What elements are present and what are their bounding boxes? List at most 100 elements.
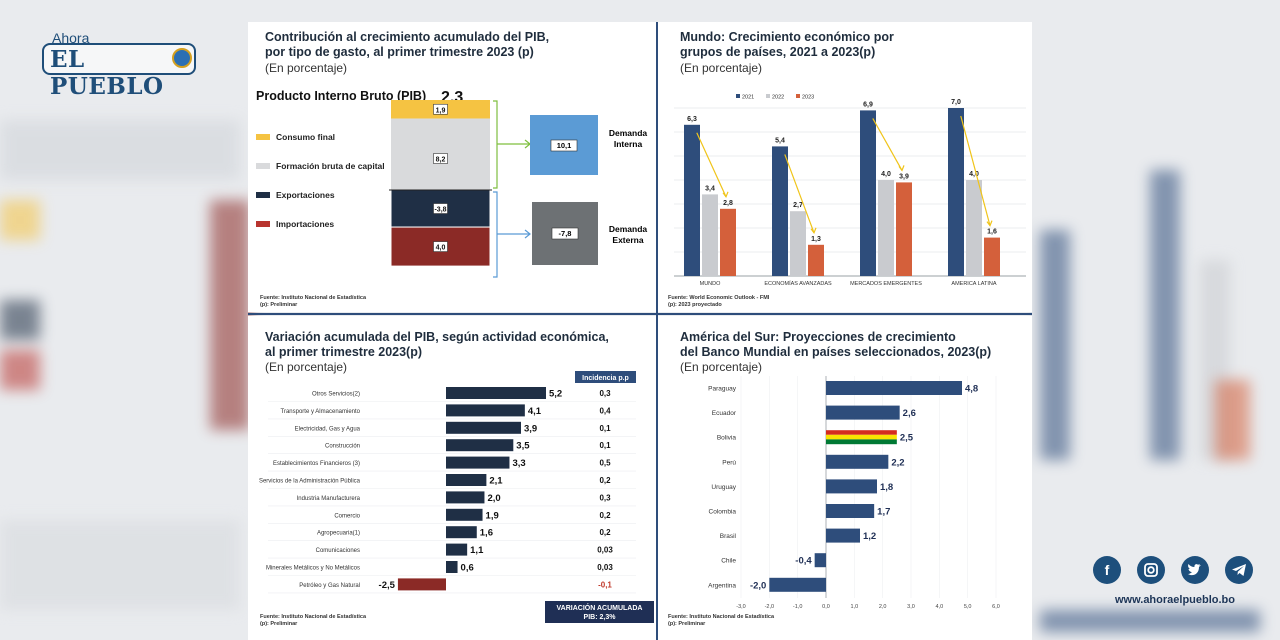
chart4-title: América del Sur: Proyecciones de crecimi… bbox=[680, 330, 956, 344]
panel-world-growth: Mundo: Crecimiento económico por grupos … bbox=[658, 22, 1032, 312]
chart4-source-2: (p): Preliminar bbox=[668, 621, 706, 627]
incidencia-value: 0,03 bbox=[597, 563, 613, 572]
legend-swatch bbox=[796, 94, 800, 98]
category-label: AMERICA LATINA bbox=[951, 281, 996, 287]
facebook-icon[interactable]: f bbox=[1093, 556, 1121, 584]
di-value: 10,1 bbox=[557, 141, 572, 150]
chart2-subtitle: (En porcentaje) bbox=[680, 61, 763, 75]
panel-activity-variation: Variación acumulada del PIB, según activ… bbox=[248, 316, 656, 640]
bar-value: 2,6 bbox=[903, 408, 916, 419]
category-label: MERCADOS EMERGENTES bbox=[850, 281, 922, 287]
incidencia-value: 0,3 bbox=[599, 493, 611, 502]
bar bbox=[397, 578, 446, 591]
country-label: Brasil bbox=[720, 533, 737, 540]
chart2-source: Fuente: World Economic Outlook - FMI bbox=[668, 295, 770, 301]
country-label: Perú bbox=[722, 459, 736, 466]
legend-swatch bbox=[256, 163, 270, 169]
bracket-external bbox=[493, 191, 530, 278]
bar-value: 4,0 bbox=[881, 171, 891, 178]
variacion-value: PIB: 2,3% bbox=[584, 614, 617, 621]
bar bbox=[769, 577, 826, 592]
bar-value: 2,0 bbox=[487, 493, 500, 504]
category-label: Industria Manufacturera bbox=[297, 496, 361, 502]
twitter-icon[interactable] bbox=[1181, 556, 1209, 584]
chart4-title-2: del Banco Mundial en países seleccionado… bbox=[680, 345, 992, 359]
chart2-source-2: (p): 2023 proyectado bbox=[668, 302, 722, 308]
chart3-source: Fuente: Instituto Nacional de Estadístic… bbox=[260, 614, 367, 620]
trend-arrow bbox=[784, 154, 815, 234]
bar-value: 2,8 bbox=[723, 200, 733, 207]
bar bbox=[446, 526, 477, 539]
bolivia-flag-yellow bbox=[826, 434, 897, 440]
bar bbox=[702, 194, 718, 276]
x-tick-label: -3,0 bbox=[736, 604, 745, 610]
chart2-title-2: grupos de países, 2021 a 2023(p) bbox=[680, 45, 876, 59]
instagram-icon[interactable] bbox=[1137, 556, 1165, 584]
legend-label: Importaciones bbox=[276, 219, 334, 229]
bar-value: 4,1 bbox=[528, 406, 542, 417]
pib-header: Producto Interno Bruto (PIB) bbox=[256, 89, 426, 103]
telegram-icon[interactable] bbox=[1225, 556, 1253, 584]
incidencia-value: 0,1 bbox=[599, 424, 611, 433]
bar-value: 1,6 bbox=[987, 229, 997, 236]
bar-value: 2,1 bbox=[489, 476, 503, 487]
category-label: Comunicaciones bbox=[316, 548, 360, 554]
bar-value: 2,2 bbox=[891, 457, 904, 468]
category-label: MUNDO bbox=[700, 281, 721, 287]
bar-value: 5,2 bbox=[549, 389, 562, 400]
logo-seal-icon bbox=[172, 48, 192, 68]
variacion-box bbox=[545, 601, 654, 623]
bar bbox=[446, 561, 458, 573]
incidencia-value: 0,2 bbox=[599, 476, 611, 485]
country-label: Uruguay bbox=[711, 484, 736, 491]
legend-label: Exportaciones bbox=[276, 190, 335, 200]
bar bbox=[808, 244, 824, 276]
legend-swatch bbox=[766, 94, 770, 98]
bar bbox=[720, 208, 736, 276]
incidencia-value: 0,03 bbox=[597, 546, 613, 555]
chart4-source: Fuente: Instituto Nacional de Estadístic… bbox=[668, 614, 775, 620]
legend-label: Consumo final bbox=[276, 132, 335, 142]
bar-value: 2,5 bbox=[900, 433, 914, 444]
site-url[interactable]: www.ahoraelpueblo.bo bbox=[1115, 594, 1235, 606]
logo-name: EL PUEBLO bbox=[50, 46, 164, 100]
bar bbox=[826, 381, 962, 395]
di-label: Demanda bbox=[609, 128, 648, 138]
trend-arrowhead bbox=[722, 191, 729, 199]
trend-arrowhead bbox=[898, 165, 905, 172]
de-value-box bbox=[551, 227, 579, 240]
bar-value: -2,5 bbox=[379, 580, 396, 591]
bar bbox=[860, 110, 876, 277]
stack-value: 8,2 bbox=[436, 157, 446, 164]
legend-swatch bbox=[256, 134, 270, 140]
bar bbox=[826, 405, 900, 420]
category-label: Agropecuaria(1) bbox=[317, 531, 360, 537]
country-label: Paraguay bbox=[708, 386, 737, 393]
bar bbox=[446, 439, 514, 452]
bar-value: 3,9 bbox=[524, 423, 537, 434]
bar-value: 3,9 bbox=[899, 173, 909, 180]
bar-value: 6,9 bbox=[863, 101, 873, 108]
bar-value: 1,3 bbox=[811, 236, 821, 243]
bar bbox=[826, 479, 877, 494]
stack-value: 4,0 bbox=[436, 245, 446, 252]
bolivia-flag-red bbox=[826, 430, 897, 435]
trend-arrow bbox=[960, 115, 991, 226]
chart2-title: Mundo: Crecimiento económico por bbox=[680, 30, 894, 44]
stack-value-box bbox=[433, 241, 448, 252]
x-tick-label: 1,0 bbox=[851, 604, 859, 610]
bar bbox=[446, 421, 521, 434]
bar bbox=[878, 180, 894, 276]
trend-arrowhead bbox=[810, 227, 817, 235]
bar bbox=[684, 124, 700, 276]
x-tick-label: 2,0 bbox=[879, 604, 887, 610]
bar-value: 4,8 bbox=[965, 384, 978, 395]
chart1-title-2: por tipo de gasto, al primer trimestre 2… bbox=[265, 45, 534, 59]
logo-frame bbox=[42, 43, 196, 75]
legend-swatch bbox=[736, 94, 740, 98]
bar bbox=[772, 146, 788, 276]
bar bbox=[446, 387, 546, 399]
bar-value: 1,6 bbox=[480, 528, 493, 539]
bar-value: 1,8 bbox=[880, 482, 893, 493]
x-tick-label: 4,0 bbox=[936, 604, 944, 610]
